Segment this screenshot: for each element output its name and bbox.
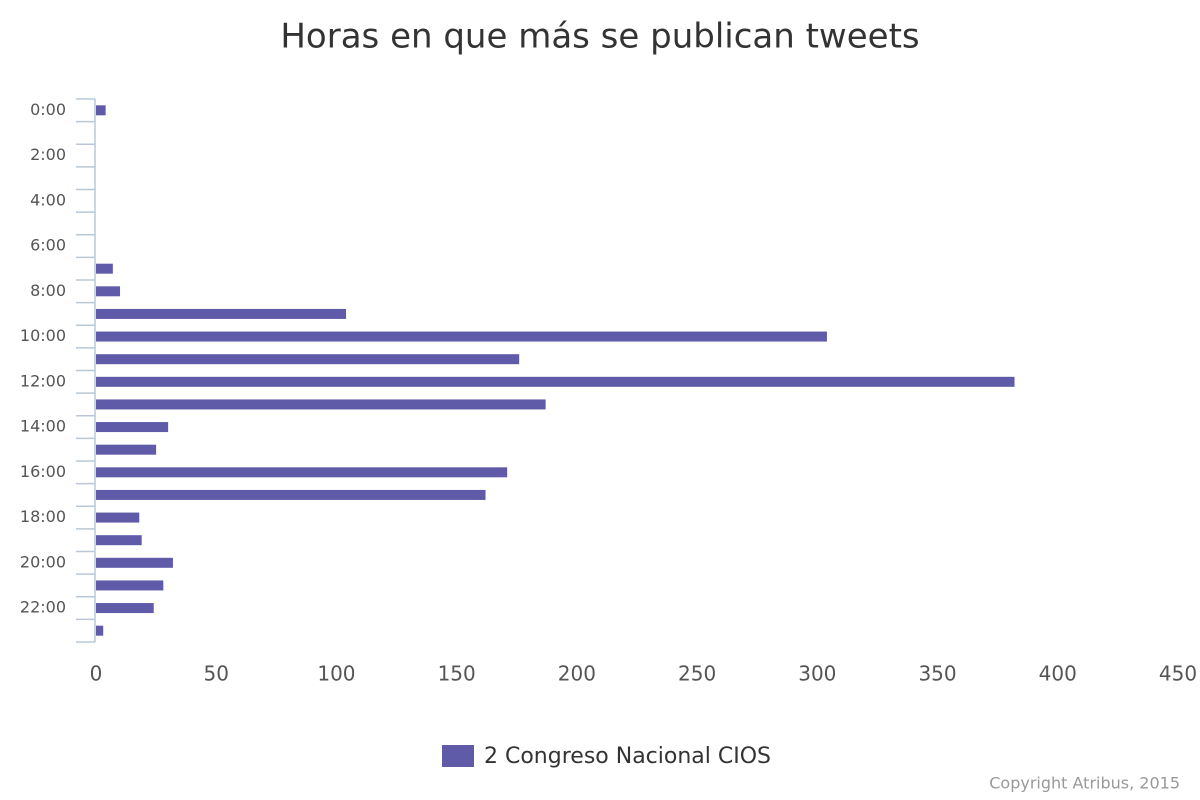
y-tick-label: 8:00 xyxy=(30,281,66,300)
bar xyxy=(96,399,546,410)
x-tick-label: 50 xyxy=(203,662,228,686)
bar xyxy=(96,444,157,455)
x-tick-label: 250 xyxy=(678,662,716,686)
x-tick-label: 400 xyxy=(1039,662,1077,686)
legend-swatch xyxy=(442,745,474,767)
y-tick-label: 16:00 xyxy=(20,462,66,481)
bar xyxy=(96,467,508,478)
bar xyxy=(96,308,347,319)
y-tick-label: 14:00 xyxy=(20,417,66,436)
bar xyxy=(96,580,164,591)
bar xyxy=(96,354,520,365)
x-tick-label: 150 xyxy=(438,662,476,686)
y-tick-label: 18:00 xyxy=(20,507,66,526)
x-tick-label: 0 xyxy=(90,662,103,686)
x-tick-label: 450 xyxy=(1159,662,1197,686)
x-tick-label: 300 xyxy=(798,662,836,686)
bar xyxy=(96,263,113,274)
y-tick-label: 2:00 xyxy=(30,145,66,164)
bar xyxy=(96,376,1015,387)
bar xyxy=(96,512,140,523)
y-tick-label: 10:00 xyxy=(20,326,66,345)
bar xyxy=(96,625,104,636)
bar xyxy=(96,603,154,614)
y-tick-label: 6:00 xyxy=(30,236,66,255)
bar xyxy=(96,331,827,342)
y-tick-label: 0:00 xyxy=(30,100,66,119)
bar xyxy=(96,286,121,297)
credits: Copyright Atribus, 2015 xyxy=(989,774,1180,793)
bar xyxy=(96,489,486,500)
y-tick-label: 20:00 xyxy=(20,552,66,571)
legend-label: 2 Congreso Nacional CIOS xyxy=(484,744,771,769)
y-tick-label: 22:00 xyxy=(20,598,66,617)
x-tick-label: 100 xyxy=(317,662,355,686)
chart-title: Horas en que más se publican tweets xyxy=(280,17,919,57)
x-tick-label: 200 xyxy=(558,662,596,686)
x-tick-label: 350 xyxy=(918,662,956,686)
y-tick-label: 4:00 xyxy=(30,190,66,209)
bar xyxy=(96,535,142,546)
bar xyxy=(96,557,173,568)
bar xyxy=(96,422,169,433)
y-tick-label: 12:00 xyxy=(20,371,66,390)
bar xyxy=(96,105,106,116)
